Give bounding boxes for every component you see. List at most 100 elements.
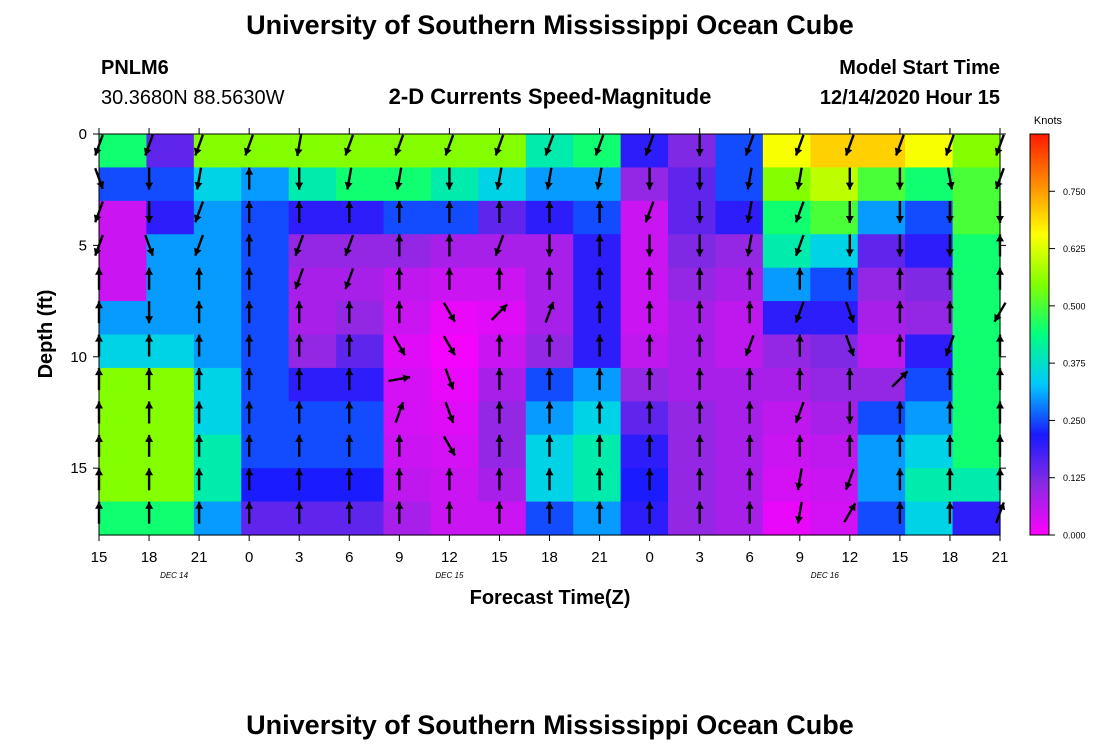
heatmap-cell (336, 468, 385, 503)
heatmap-cell (715, 301, 764, 336)
model-start-label: Model Start Time (839, 57, 1000, 79)
heatmap-cell (336, 367, 385, 402)
current-vector (545, 334, 554, 357)
vector-head (895, 401, 904, 409)
x-tick-label: 9 (796, 549, 804, 566)
vector-head (645, 468, 654, 476)
vector-head (145, 434, 154, 442)
date-label: DEC 14 (160, 571, 189, 580)
vector-head (545, 434, 554, 442)
heatmap-cell (336, 200, 385, 235)
vector-head (245, 167, 254, 175)
vector-head (194, 247, 202, 256)
heatmap-cell (336, 134, 385, 169)
colorbar-title: Knots (1034, 115, 1063, 127)
heatmap-cell (762, 234, 811, 269)
vector-head (495, 267, 504, 275)
heatmap-cell (952, 501, 1001, 536)
heatmap-cell (952, 200, 1001, 235)
vector-head (547, 301, 555, 310)
current-vector (845, 234, 854, 257)
heatmap-cell (952, 267, 1001, 302)
vector-head (944, 348, 953, 356)
x-tick-label: 21 (191, 549, 208, 566)
heatmap-cell (336, 401, 385, 436)
heatmap-cell (905, 301, 954, 336)
current-vector (194, 234, 205, 257)
vector-head (245, 368, 254, 376)
current-vector (495, 468, 504, 491)
vector-head (695, 182, 704, 190)
heatmap-cell (762, 367, 811, 402)
current-vector (495, 401, 504, 424)
current-vector (795, 334, 804, 357)
current-vector (295, 301, 304, 324)
current-vector (895, 167, 904, 190)
heatmap-cell (668, 267, 717, 302)
vector-head (895, 334, 904, 342)
current-vector (695, 434, 704, 457)
current-vector (245, 434, 254, 457)
current-vector (545, 368, 554, 391)
current-vector (744, 334, 755, 357)
current-vector (945, 234, 954, 257)
colorbar-tick-label: 0.375 (1063, 359, 1086, 369)
current-vector (895, 301, 904, 324)
current-vector (895, 334, 904, 357)
current-vector (444, 368, 455, 390)
vector-head (195, 301, 204, 309)
current-vector (695, 167, 704, 190)
current-vector (444, 134, 455, 156)
vector-head (895, 267, 904, 275)
current-vector (345, 368, 354, 391)
vector-head (695, 301, 704, 309)
vector-head (245, 234, 254, 242)
current-vector (295, 401, 304, 424)
current-vector (344, 167, 353, 190)
heatmap-cell (430, 401, 479, 436)
x-tick-label: 0 (245, 549, 253, 566)
current-vector (645, 468, 654, 491)
current-vector (595, 301, 604, 324)
heatmap-cell (620, 434, 669, 469)
vector-head (745, 401, 754, 409)
current-vector (545, 201, 554, 223)
heatmap-cell (288, 301, 337, 336)
heatmap-cell (288, 434, 337, 469)
vector-head (495, 334, 504, 342)
heatmap-cell (336, 301, 385, 336)
vector-head (395, 201, 404, 208)
heatmap-cell (99, 200, 148, 235)
current-vector (345, 334, 354, 357)
vector-head (395, 468, 404, 476)
heatmap-cell (952, 367, 1001, 402)
current-vector (195, 401, 204, 424)
current-vector (245, 401, 254, 424)
vector-head (545, 334, 554, 342)
current-vector (744, 134, 755, 156)
current-vector (594, 167, 603, 190)
vector-head (445, 501, 454, 509)
heatmap-cell (668, 468, 717, 503)
heatmap-cell (383, 367, 432, 402)
page-title: University of Southern Mississippi Ocean… (246, 10, 854, 40)
vector-head (645, 501, 654, 509)
current-vector (794, 401, 805, 424)
current-vector (145, 401, 154, 424)
current-vector (445, 167, 454, 190)
current-vector (946, 167, 955, 190)
current-vector (195, 334, 204, 357)
vector-head (594, 147, 602, 156)
current-vector (244, 134, 255, 156)
station-coordinates: 30.3680N 88.5630W (101, 87, 285, 109)
heatmap-cell (336, 267, 385, 302)
current-vector (595, 401, 604, 424)
colorbar-gradient (1029, 133, 1050, 536)
heatmap-cell (952, 434, 1001, 469)
vector-head (945, 249, 954, 257)
heatmap-cell (146, 367, 195, 402)
heatmap-cell (383, 167, 432, 202)
colorbar-tick-label: 0.500 (1063, 301, 1086, 311)
vector-head (644, 147, 652, 156)
heatmap-cell (857, 367, 906, 402)
